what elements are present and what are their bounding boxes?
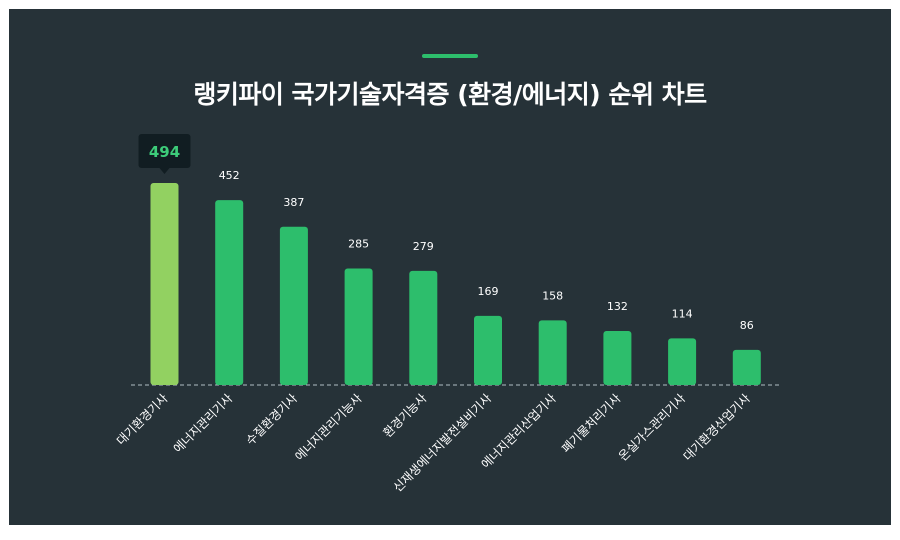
category-label-2: 에너지관리기사 (171, 391, 236, 456)
category-label-9: 온실가스관리기사 (616, 391, 688, 463)
bar-6 (474, 315, 502, 385)
bar-8 (603, 331, 632, 385)
bar-9 (668, 338, 697, 385)
category-label-1: 대기환경기사 (114, 391, 171, 448)
data-label-10: 86 (740, 319, 754, 332)
bar-chart: 494 대기환경기사 452 에너지관리기사 387 수질환경기사 285 에너지관리기능사 2… (114, 134, 779, 495)
bar-7 (538, 320, 567, 385)
bar-4 (344, 268, 373, 385)
category-label-5: 환경기능사 (380, 391, 429, 440)
category-label-10: 대기환경산업기사 (681, 391, 753, 463)
data-label-5: 279 (413, 240, 434, 253)
chart-title: 랭키파이 국가기술자격증 (환경/에너지) 순위 차트 (193, 80, 707, 109)
bar-10 (732, 349, 761, 385)
category-label-8: 폐기물처리기사 (559, 391, 624, 456)
data-label-2: 452 (219, 169, 240, 182)
category-label-3: 수질환경기사 (243, 391, 300, 448)
data-label-6: 169 (478, 285, 499, 298)
value-tooltip (138, 134, 191, 169)
chart-card: 랭키파이 국가기술자격증 (환경/에너지) 순위 차트 494 대기환경기사 452… (9, 9, 891, 525)
title-accent-bar (422, 54, 478, 58)
data-label-7: 158 (542, 289, 563, 302)
bar-3 (279, 226, 308, 385)
bar-2 (215, 200, 244, 385)
data-label-9: 114 (672, 307, 693, 320)
category-label-4: 에너지관리기능사 (292, 391, 364, 463)
value-tooltip-pointer (159, 168, 170, 175)
bar-1 (150, 183, 179, 385)
data-label-4: 285 (348, 237, 369, 250)
data-label-1: 494 (149, 143, 180, 161)
data-label-8: 132 (607, 300, 628, 313)
bar-5 (409, 270, 438, 385)
data-label-3: 387 (283, 196, 304, 209)
